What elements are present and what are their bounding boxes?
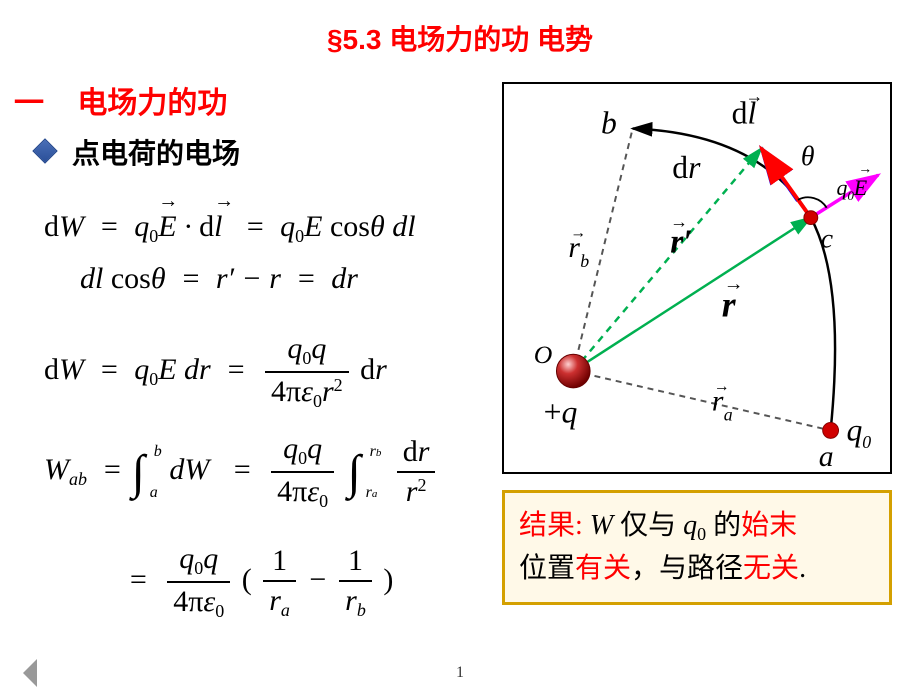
result-line2a: 位置 [519,553,575,584]
equation-1: dW = q0E · dl = q0E cosθ dl [44,210,416,247]
section-title-text: 电场力的功 [77,87,227,120]
svg-text:→: → [714,378,730,395]
svg-text:q0: q0 [846,412,871,452]
equation-4: Wab = ∫ab dW = q0q 4πε0 ∫rarb dr r2 [44,432,439,512]
result-mid1: 仅与 [620,510,683,541]
page-title: §5.3 电场力的功 电势 [0,0,920,58]
corner-icon [23,659,37,687]
svg-text:→: → [745,86,763,106]
svg-text:b: b [601,105,617,140]
svg-text:b: b [580,251,589,271]
subsection-title: 点电荷的电场 [72,132,240,172]
svg-text:→: → [670,212,688,232]
svg-text:q0E: q0E [837,176,868,203]
svg-text:+q: +q [544,395,578,430]
result-wuguan: 无关 [743,553,799,584]
svg-text:O: O [534,340,553,369]
field-diagram: b dl → dr θ q0E → r → b r′ → c r → O +q … [502,82,892,474]
equation-2: dl cosθ = r′ − r = dr [80,262,358,296]
result-she: 始末 [741,510,797,541]
result-mid2: 的 [713,510,741,541]
section-number: 一 [14,87,44,120]
bullet-icon [32,138,57,163]
svg-text:θ: θ [801,140,815,171]
svg-text:→: → [724,273,744,295]
svg-text:dr: dr [672,150,701,185]
result-youguan: 有关 [575,553,631,584]
page-number: 1 [456,664,464,682]
result-label: 结果: [519,510,583,541]
equation-5: = q0q 4πε0 ( 1 ra − 1 rb ) [128,542,393,622]
svg-text:a: a [724,405,733,425]
section-heading: 一 电场力的功 [14,78,227,122]
svg-text:c: c [821,222,833,253]
svg-text:→: → [858,161,872,176]
result-q0: q0 [683,510,706,541]
equation-3: dW = q0E dr = q0q 4πε0r2 dr [44,332,387,412]
svg-text:a: a [819,441,834,472]
result-period: . [799,553,806,584]
result-W: W [590,510,620,541]
svg-text:→: → [570,224,586,241]
result-box: 结果: W 仅与 q0 的始末 位置有关，与路径无关. [502,490,892,605]
result-line2b: ，与路径 [631,553,743,584]
